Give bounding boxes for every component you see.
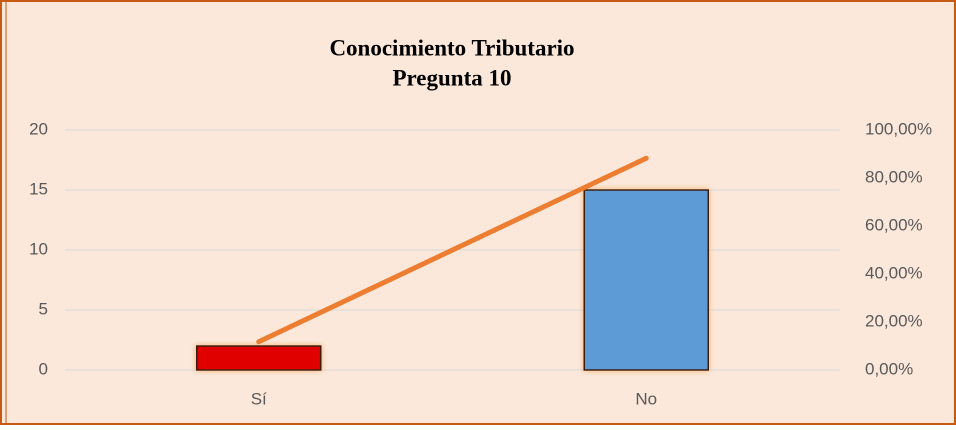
y2-tick-label: 20,00% <box>865 311 923 330</box>
y-tick-label: 5 <box>39 299 48 318</box>
x-tick-label: No <box>635 389 657 408</box>
y2-tick-label: 80,00% <box>865 167 923 186</box>
line <box>256 155 649 345</box>
bar <box>196 345 322 371</box>
y2-tick-label: 60,00% <box>865 215 923 234</box>
y-tick-label: 15 <box>29 179 48 198</box>
bar <box>583 189 709 371</box>
y-tick-label: 20 <box>29 119 48 138</box>
x-tick-label: Sí <box>251 389 267 408</box>
y-tick-label: 10 <box>29 239 48 258</box>
chart-title: Conocimiento Tributario <box>329 35 574 60</box>
y2-tick-label: 40,00% <box>865 263 923 282</box>
y2-tick-label: 0,00% <box>865 359 913 378</box>
y2-tick-label: 100,00% <box>865 119 932 138</box>
chart-subtitle: Pregunta 10 <box>392 65 511 90</box>
y-tick-label: 0 <box>39 359 48 378</box>
